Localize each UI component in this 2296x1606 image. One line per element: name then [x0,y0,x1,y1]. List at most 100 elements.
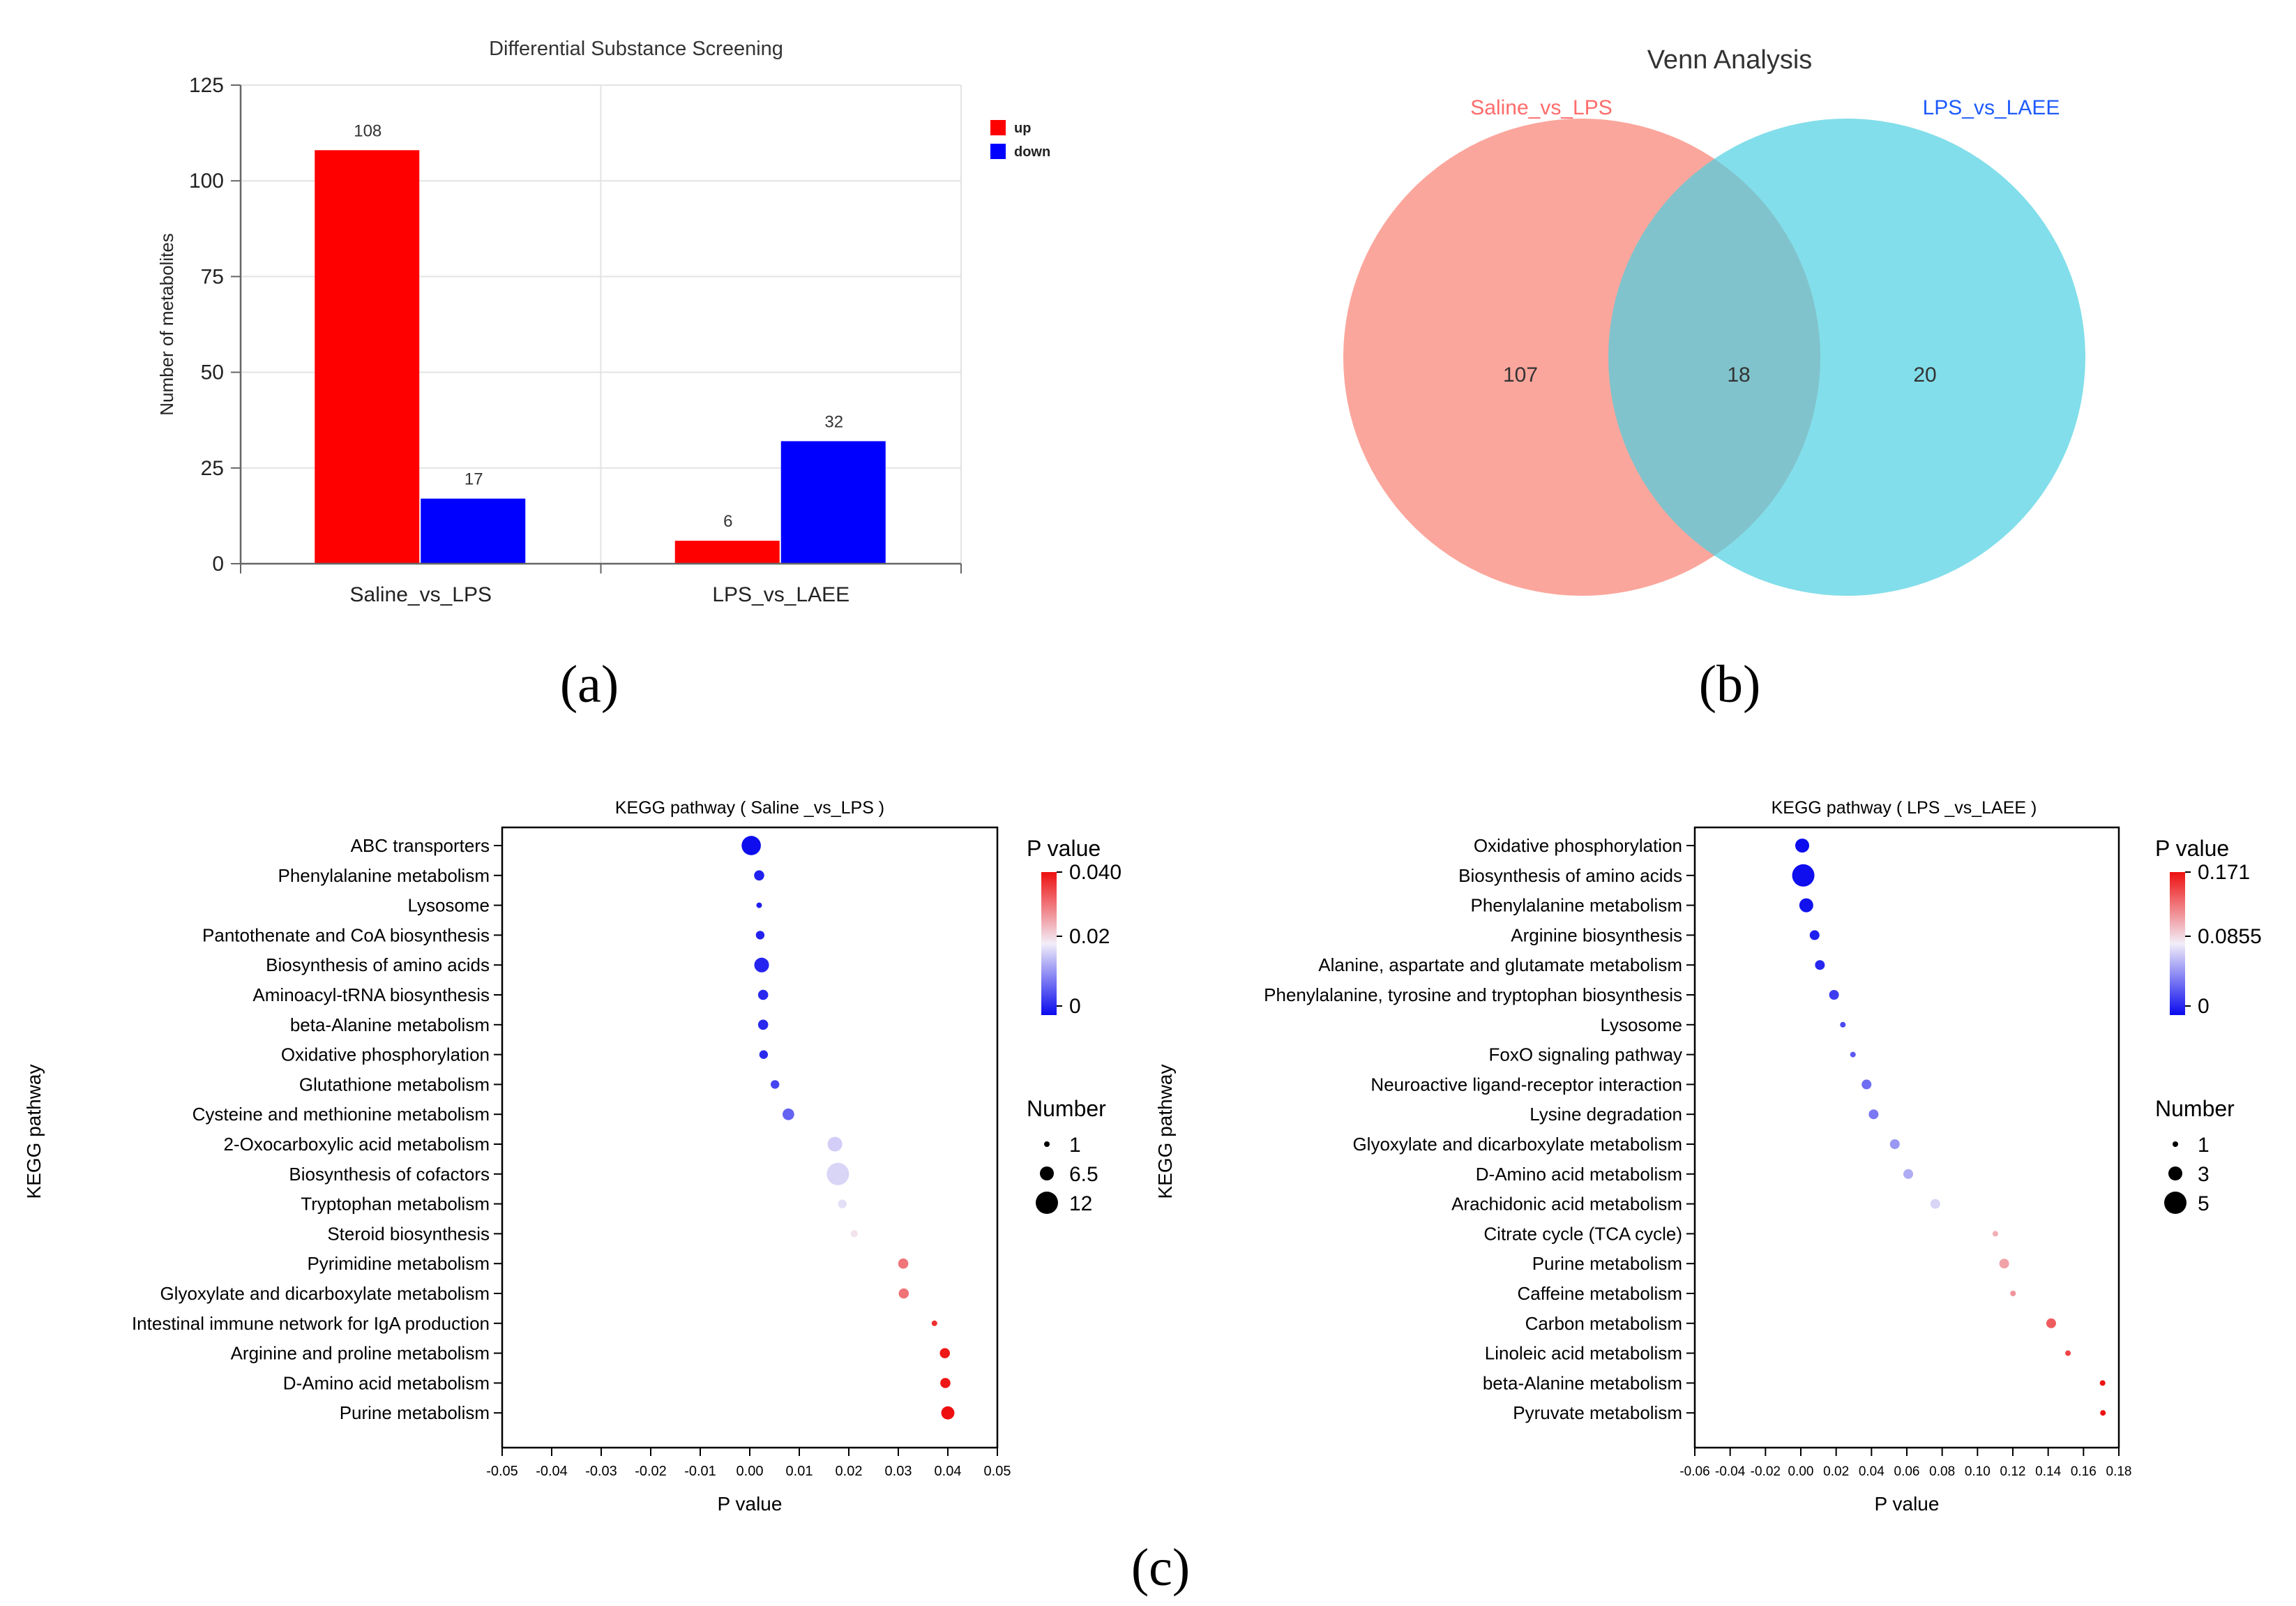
kegg-size-legend-dot [2173,1141,2178,1147]
kegg-point [1930,1199,1940,1209]
legend-label-up: up [1014,121,1031,136]
kegg-size-legend-dot [1036,1192,1058,1214]
kegg-x-tick-label: -0.02 [635,1464,667,1479]
kegg-point [898,1258,909,1269]
kegg-size-legend-dot [1044,1141,1050,1147]
kegg-point [2046,1318,2056,1328]
kegg-pathway-label: Oxidative phosphorylation [281,1044,490,1065]
kegg-y-axis-title: KEGG pathway [23,1065,45,1199]
kegg-point [1999,1259,2009,1269]
kegg-color-legend-label: 0.040 [1069,861,1121,884]
kegg-point [2010,1291,2016,1296]
kegg-point [1795,839,1810,853]
kegg-size-legend-label: 6.5 [1069,1163,1098,1186]
kegg-point [1840,1021,1846,1028]
kegg-pathway-label: Cysteine and methionine metabolism [192,1104,490,1125]
kegg-pathway-label: Phenylalanine, tyrosine and tryptophan b… [1264,984,1682,1005]
y-tick-label: 25 [201,457,224,480]
y-tick-label: 100 [189,170,224,193]
kegg-x-tick-label: -0.04 [536,1464,568,1479]
kegg-x-tick-label: -0.06 [1679,1464,1709,1479]
kegg-point [939,1348,951,1358]
kegg-point [1889,1139,1900,1149]
kegg-point [1903,1169,1914,1179]
kegg-pathway-label: FoxO signaling pathway [1489,1044,1682,1065]
kegg-color-legend-title: P value [1027,836,1101,861]
kegg-point [1815,960,1825,970]
kegg-point [1829,990,1839,1000]
venn-panel: Venn Analysis Saline_vs_LPS LPS_vs_LAEE 107… [1343,45,2085,596]
kegg-x-tick-label: 0.02 [1823,1464,1849,1479]
kegg-point [771,1080,780,1089]
kegg-x-tick-label: 0.04 [1859,1464,1885,1479]
kegg-point [756,902,762,908]
kegg-pathway-label: Glutathione metabolism [299,1074,490,1095]
kegg-pathway-label: Glyoxylate and dicarboxylate metabolism [160,1283,490,1304]
kegg-pathway-label: Citrate cycle (TCA cycle) [1483,1223,1682,1244]
kegg-point [827,1136,843,1152]
venn-set-label-right: LPS_vs_LAEE [1923,96,2060,119]
kegg-pathway-label: 2-Oxocarboxylic acid metabolism [224,1134,490,1155]
kegg-x-tick-label: 0.05 [984,1464,1011,1479]
kegg-pathway-label: Aminoacyl-tRNA biosynthesis [252,984,490,1005]
kegg-x-tick-label: 0.02 [836,1464,863,1479]
kegg-pathway-label: beta-Alanine metabolism [290,1014,490,1035]
kegg-point [1799,898,1813,913]
kegg-x-tick-label: -0.05 [486,1464,518,1479]
kegg-pathway-label: Oxidative phosphorylation [1474,835,1682,856]
kegg-color-legend-title: P value [2155,836,2229,861]
kegg-pathway-label: Purine metabolism [340,1402,490,1423]
bar-value-label: 32 [824,412,843,431]
kegg-pathway-label: Phenylalanine metabolism [1470,895,1682,916]
kegg-color-legend-label: 0.02 [1069,925,1110,948]
kegg-color-bar [2170,872,2185,1015]
kegg-x-tick-label: 0.06 [1894,1464,1920,1479]
kegg-point [757,1019,769,1030]
kegg-pathway-label: Linoleic acid metabolism [1485,1343,1682,1364]
kegg-pathway-label: Biosynthesis of amino acids [1458,865,1682,886]
venn-count-only-left: 107 [1503,363,1538,387]
venn-circle-lps-vs-laee [1608,119,2085,596]
kegg-pathway-label: Arginine and proline metabolism [231,1343,490,1364]
kegg-plot-saline-vs-lps: KEGG pathway ( Saline _vs_LPS ) ABC trans… [23,798,1121,1515]
kegg-pathway-label: Glyoxylate and dicarboxylate metabolism [1352,1134,1682,1155]
kegg-pathway-label: Intestinal immune network for IgA produc… [132,1313,490,1334]
kegg-point [826,1162,849,1185]
bar-down-1 [421,498,526,564]
kegg-pathway-label: ABC transporters [351,835,490,856]
y-tick-label: 75 [201,265,224,288]
kegg-x-tick-label: 0.12 [2000,1464,2026,1479]
kegg-point [757,989,769,1000]
bar-chart-title: Differential Substance Screening [489,38,783,60]
kegg-point [931,1320,937,1326]
kegg-x-tick-label: 0.00 [1788,1464,1814,1479]
kegg-size-legend-label: 3 [2198,1163,2210,1186]
kegg-color-bar [1041,872,1057,1015]
panel-label-c: (c) [1131,1538,1190,1597]
kegg-size-legend-label: 1 [1069,1134,1081,1157]
kegg-size-legend-title: Number [2155,1096,2235,1121]
kegg-color-legend-label: 0 [1069,995,1081,1018]
bar-chart-panel: 108 17 Saline_vs_LPS 6 32 LPS_vs_LAEE 0 25 50 75 1… [156,38,1050,606]
kegg-point [741,836,761,855]
legend-swatch-down [990,144,1006,159]
kegg-x-tick-label: 0.18 [2106,1464,2132,1479]
kegg-pathway-label: beta-Alanine metabolism [1483,1372,1682,1393]
kegg-x-tick-label: 0.04 [935,1464,962,1479]
legend-swatch-up [990,120,1006,135]
kegg-point [2099,1380,2106,1386]
panel-label-b: (b) [1699,655,1761,714]
venn-set-label-left: Saline_vs_LPS [1470,96,1612,119]
kegg-x-tick-label: -0.03 [585,1464,617,1479]
kegg-pathway-label: Arginine biosynthesis [1511,924,1682,945]
bar-up-2 [674,541,780,564]
kegg-x-tick-label: -0.04 [1715,1464,1746,1479]
kegg-size-legend-title: Number [1027,1096,1106,1121]
kegg-pathway-label: Biosynthesis of cofactors [289,1164,490,1185]
kegg-pathway-label: Pyrimidine metabolism [307,1253,490,1274]
kegg-x-tick-label: 0.16 [2071,1464,2097,1479]
kegg-point [1809,930,1820,940]
kegg-pathway-label: Carbon metabolism [1525,1313,1682,1334]
kegg-x-tick-label: -0.01 [684,1464,716,1479]
kegg-point [1861,1079,1872,1090]
